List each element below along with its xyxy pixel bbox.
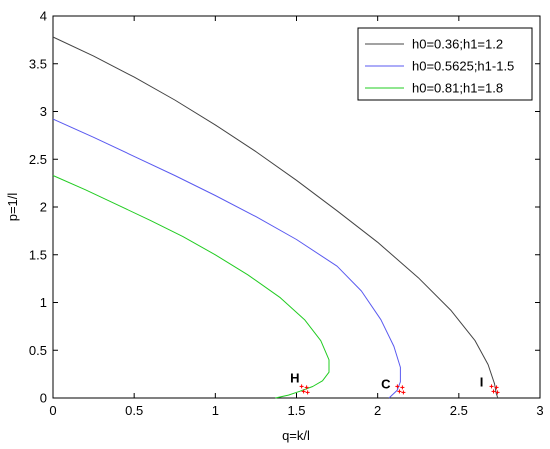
- series-line-3: [52, 175, 330, 399]
- annotation-marker-c: [395, 384, 406, 395]
- y-tick-label: 0: [40, 391, 47, 406]
- y-tick-label: 3.5: [29, 56, 47, 71]
- x-tick-label: 2.5: [450, 403, 468, 418]
- x-tick-label: 0.5: [125, 403, 143, 418]
- legend-label-1: h0=0.36;h1=1.2: [412, 37, 503, 52]
- x-axis-title: q=k/l: [282, 428, 310, 443]
- x-tick-label: 1: [212, 403, 219, 418]
- x-tick-label: 1.5: [287, 403, 305, 418]
- x-tick-label: 3: [536, 403, 543, 418]
- y-ticks: 0 0.5 1 1.5 2 2.5 3 3.5 4: [29, 9, 540, 406]
- x-tick-label: 0: [49, 403, 56, 418]
- y-axis-title: p=1/l: [5, 193, 20, 222]
- annotation-label-i: I: [480, 375, 484, 390]
- y-tick-label: 2.5: [29, 152, 47, 167]
- y-tick-label: 0.5: [29, 343, 47, 358]
- series-line-2: [52, 118, 401, 399]
- y-tick-label: 2: [40, 200, 47, 215]
- x-ticks: 0 0.5 1 1.5 2 2.5 3: [49, 16, 544, 418]
- y-tick-label: 1.5: [29, 247, 47, 262]
- series-layer: [52, 36, 499, 399]
- annotation-marker-i: [489, 384, 500, 395]
- y-tick-label: 3: [40, 104, 47, 119]
- y-tick-label: 4: [40, 9, 47, 24]
- annotation-label-c: C: [381, 376, 391, 391]
- x-tick-label: 2: [374, 403, 381, 418]
- annotation-marker-h: [299, 384, 310, 395]
- legend-label-3: h0=0.81;h1=1.8: [412, 81, 503, 96]
- y-tick-label: 1: [40, 295, 47, 310]
- legend-label-2: h0=0.5625;h1-1.5: [412, 59, 514, 74]
- series-line-1: [52, 36, 499, 399]
- annotation-label-h: H: [290, 371, 299, 386]
- legend: h0=0.36;h1=1.2 h0=0.5625;h1-1.5 h0=0.81;h1…: [357, 27, 533, 101]
